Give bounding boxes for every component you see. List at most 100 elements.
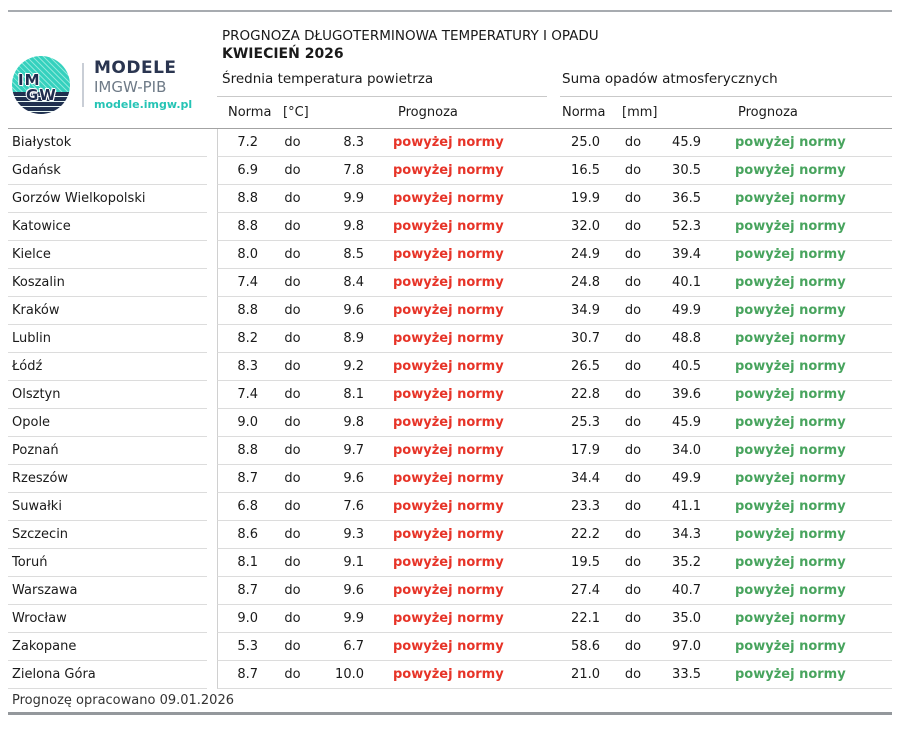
temp-norm-high: 8.5: [320, 241, 368, 269]
row-spacer: [207, 381, 217, 409]
precip-forecast: powyżej normy: [705, 129, 892, 157]
table-row: Szczecin 8.6 do 9.3 powyżej normy 22.2 d…: [8, 521, 892, 549]
column-subheader-row: Norma [°C] Prognoza Norma [mm] Prognoza: [217, 97, 892, 128]
city-name: Olsztyn: [8, 381, 207, 409]
precip-norm-high: 40.7: [662, 577, 705, 605]
precip-range-word: do: [604, 549, 662, 577]
top-divider: [8, 10, 892, 12]
precip-range-word: do: [604, 241, 662, 269]
row-spacer: [207, 129, 217, 157]
temp-range-word: do: [265, 661, 320, 689]
table-row: Opole 9.0 do 9.8 powyżej normy 25.3 do 4…: [8, 409, 892, 437]
temp-unit-header: [°C]: [283, 105, 309, 120]
temp-norm-low: 8.8: [217, 437, 265, 465]
site-link[interactable]: modele.imgw.pl: [94, 98, 193, 111]
temp-norm-high: 8.9: [320, 325, 368, 353]
temp-norm-high: 9.8: [320, 409, 368, 437]
temp-forecast: powyżej normy: [368, 129, 560, 157]
precip-forecast: powyżej normy: [705, 325, 892, 353]
city-name: Szczecin: [8, 521, 207, 549]
precip-forecast: powyżej normy: [705, 297, 892, 325]
temp-norm-high: 9.6: [320, 465, 368, 493]
precip-forecast: powyżej normy: [705, 241, 892, 269]
row-spacer: [207, 241, 217, 269]
temp-norma-header: Norma: [228, 105, 272, 120]
precip-range-word: do: [604, 269, 662, 297]
table-body: Białystok 7.2 do 8.3 powyżej normy 25.0 …: [8, 129, 892, 689]
city-name: Zakopane: [8, 633, 207, 661]
table-row: Toruń 8.1 do 9.1 powyżej normy 19.5 do 3…: [8, 549, 892, 577]
temp-range-word: do: [265, 577, 320, 605]
precip-norm-low: 25.3: [560, 409, 604, 437]
temp-range-word: do: [265, 353, 320, 381]
precip-norm-high: 39.4: [662, 241, 705, 269]
table-row: Poznań 8.8 do 9.7 powyżej normy 17.9 do …: [8, 437, 892, 465]
temp-forecast: powyżej normy: [368, 241, 560, 269]
precip-norm-high: 41.1: [662, 493, 705, 521]
precip-norm-low: 19.5: [560, 549, 604, 577]
precip-norm-low: 34.9: [560, 297, 604, 325]
precip-norm-low: 22.1: [560, 605, 604, 633]
temp-range-word: do: [265, 381, 320, 409]
precip-range-word: do: [604, 157, 662, 185]
temp-norm-low: 8.0: [217, 241, 265, 269]
precip-range-word: do: [604, 381, 662, 409]
temp-range-word: do: [265, 297, 320, 325]
precip-norma-header: Norma: [562, 105, 606, 120]
logo-monogram-gw: GW: [26, 86, 57, 104]
precip-norm-high: 40.1: [662, 269, 705, 297]
temp-range-word: do: [265, 185, 320, 213]
temp-range-word: do: [265, 409, 320, 437]
table-row: Rzeszów 8.7 do 9.6 powyżej normy 34.4 do…: [8, 465, 892, 493]
precip-group-header: Suma opadów atmosferycznych: [560, 71, 892, 97]
temp-norm-high: 9.9: [320, 605, 368, 633]
row-spacer: [207, 633, 217, 661]
temp-forecast: powyżej normy: [368, 521, 560, 549]
precip-norm-high: 45.9: [662, 409, 705, 437]
precip-range-word: do: [604, 297, 662, 325]
temp-norm-high: 8.4: [320, 269, 368, 297]
temp-norm-low: 6.8: [217, 493, 265, 521]
table-row: Łódź 8.3 do 9.2 powyżej normy 26.5 do 40…: [8, 353, 892, 381]
precip-norm-low: 17.9: [560, 437, 604, 465]
report-page: IM GW MODELE IMGW-PIB modele.imgw.pl PRO…: [0, 10, 900, 715]
precip-forecast: powyżej normy: [705, 493, 892, 521]
precip-range-word: do: [604, 465, 662, 493]
brand-name: MODELE: [94, 58, 177, 78]
precip-forecast: powyżej normy: [705, 269, 892, 297]
temp-norm-high: 7.6: [320, 493, 368, 521]
precip-norm-high: 34.0: [662, 437, 705, 465]
temp-range-word: do: [265, 157, 320, 185]
precip-norm-low: 16.5: [560, 157, 604, 185]
temp-forecast: powyżej normy: [368, 381, 560, 409]
precip-norm-low: 23.3: [560, 493, 604, 521]
imgw-logo: IM GW MODELE IMGW-PIB modele.imgw.pl: [8, 12, 217, 128]
table-row: Kielce 8.0 do 8.5 powyżej normy 24.9 do …: [8, 241, 892, 269]
precip-norm-high: 35.2: [662, 549, 705, 577]
table-row: Gdańsk 6.9 do 7.8 powyżej normy 16.5 do …: [8, 157, 892, 185]
precip-norm-low: 21.0: [560, 661, 604, 689]
temp-norm-low: 7.4: [217, 269, 265, 297]
precip-range-word: do: [604, 521, 662, 549]
temp-norm-low: 8.8: [217, 297, 265, 325]
city-name: Lublin: [8, 325, 207, 353]
temp-group-header: Średnia temperatura powietrza: [217, 71, 547, 97]
precip-range-word: do: [604, 437, 662, 465]
precip-range-word: do: [604, 353, 662, 381]
temp-forecast: powyżej normy: [368, 185, 560, 213]
row-spacer: [207, 353, 217, 381]
precip-range-word: do: [604, 633, 662, 661]
city-name: Gdańsk: [8, 157, 207, 185]
table-row: Koszalin 7.4 do 8.4 powyżej normy 24.8 d…: [8, 269, 892, 297]
temp-range-word: do: [265, 605, 320, 633]
city-name: Toruń: [8, 549, 207, 577]
temp-norm-high: 9.3: [320, 521, 368, 549]
temp-norm-high: 9.2: [320, 353, 368, 381]
temp-norm-high: 6.7: [320, 633, 368, 661]
precip-forecast: powyżej normy: [705, 409, 892, 437]
precip-norm-high: 97.0: [662, 633, 705, 661]
temp-range-word: do: [265, 325, 320, 353]
row-spacer: [207, 493, 217, 521]
row-spacer: [207, 465, 217, 493]
row-spacer: [207, 409, 217, 437]
